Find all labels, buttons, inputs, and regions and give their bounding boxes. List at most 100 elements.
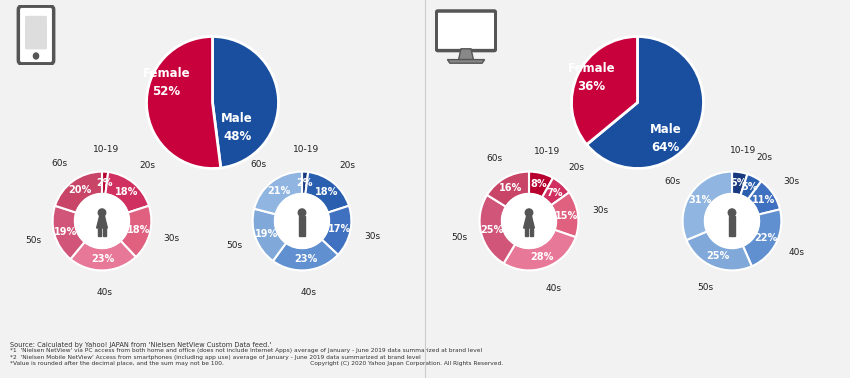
Text: 50s: 50s (697, 283, 713, 292)
Text: 28%: 28% (530, 252, 553, 262)
Text: 30s: 30s (592, 206, 608, 215)
Wedge shape (102, 172, 108, 194)
Polygon shape (299, 226, 302, 236)
Polygon shape (530, 228, 533, 236)
Text: 18%: 18% (115, 187, 138, 197)
Text: 23%: 23% (92, 254, 115, 264)
Circle shape (33, 53, 38, 59)
Polygon shape (729, 217, 735, 226)
Wedge shape (302, 172, 309, 194)
Text: 10-19: 10-19 (94, 145, 120, 154)
Polygon shape (524, 217, 535, 228)
Wedge shape (551, 192, 578, 237)
Wedge shape (743, 209, 781, 266)
Circle shape (705, 194, 759, 248)
Text: 15%: 15% (555, 211, 578, 221)
Wedge shape (487, 172, 529, 207)
Wedge shape (53, 206, 85, 259)
Wedge shape (322, 206, 351, 255)
Text: 20s: 20s (139, 161, 156, 170)
Text: 2%: 2% (296, 178, 313, 188)
Text: 40s: 40s (788, 248, 804, 257)
Text: 23%: 23% (294, 254, 317, 264)
Text: 50s: 50s (26, 237, 42, 245)
Wedge shape (740, 174, 762, 199)
Text: 30s: 30s (364, 232, 380, 241)
Text: Male
48%: Male 48% (221, 112, 253, 143)
Text: 31%: 31% (688, 195, 712, 205)
Circle shape (99, 209, 105, 217)
Wedge shape (503, 230, 575, 270)
Text: Female
52%: Female 52% (143, 67, 190, 98)
Text: 5%: 5% (730, 178, 746, 188)
Text: *2  'Nielsen Mobile NetView' Access from smartphones (including app use) average: *2 'Nielsen Mobile NetView' Access from … (10, 355, 421, 359)
Text: 40s: 40s (301, 288, 317, 297)
Wedge shape (748, 181, 780, 215)
Text: 50s: 50s (451, 233, 468, 242)
Text: 60s: 60s (486, 154, 502, 163)
Text: Female
36%: Female 36% (568, 62, 615, 93)
Polygon shape (299, 217, 305, 226)
Circle shape (75, 194, 129, 248)
Text: 60s: 60s (665, 177, 680, 186)
Text: 20%: 20% (68, 185, 91, 195)
Wedge shape (212, 37, 279, 168)
Polygon shape (303, 226, 305, 236)
Text: 10-19: 10-19 (730, 146, 756, 155)
Wedge shape (571, 37, 638, 144)
Text: 20s: 20s (340, 161, 355, 170)
Wedge shape (273, 240, 338, 270)
Text: 20s: 20s (569, 163, 585, 172)
Text: Source: Calculated by Yahoo! JAPAN from 'Nielsen NetView Custom Data feed.': Source: Calculated by Yahoo! JAPAN from … (10, 342, 271, 348)
Polygon shape (733, 226, 735, 236)
Wedge shape (586, 37, 704, 169)
Wedge shape (71, 241, 136, 270)
Text: 10-19: 10-19 (293, 145, 320, 154)
Circle shape (525, 209, 533, 217)
Polygon shape (526, 217, 531, 221)
Text: 60s: 60s (52, 158, 68, 167)
Text: 30s: 30s (784, 177, 800, 186)
Polygon shape (458, 49, 473, 60)
FancyBboxPatch shape (436, 11, 496, 51)
Polygon shape (729, 226, 732, 236)
Text: 40s: 40s (96, 288, 112, 297)
Wedge shape (479, 195, 515, 263)
Wedge shape (146, 37, 221, 169)
Wedge shape (121, 206, 151, 257)
Text: 8%: 8% (530, 179, 547, 189)
Wedge shape (529, 172, 553, 197)
Wedge shape (542, 178, 570, 205)
Text: 5%: 5% (741, 182, 757, 192)
Text: 60s: 60s (250, 160, 266, 169)
Text: 19%: 19% (255, 229, 278, 239)
Wedge shape (254, 172, 302, 214)
Text: 18%: 18% (314, 187, 338, 197)
Text: 25%: 25% (480, 225, 504, 235)
Text: 18%: 18% (128, 225, 150, 235)
FancyBboxPatch shape (26, 16, 47, 50)
Text: 2%: 2% (96, 178, 113, 188)
Wedge shape (55, 172, 102, 212)
Wedge shape (305, 172, 349, 212)
Text: 30s: 30s (163, 234, 179, 243)
Circle shape (298, 209, 306, 217)
Circle shape (275, 194, 329, 248)
Text: 17%: 17% (327, 224, 351, 234)
Text: *Value is rounded after the decimal place, and the sum may not be 100.          : *Value is rounded after the decimal plac… (10, 361, 503, 366)
Polygon shape (97, 217, 107, 228)
Wedge shape (687, 231, 751, 270)
Text: 50s: 50s (227, 241, 242, 250)
Text: 7%: 7% (546, 187, 563, 198)
Text: Male
64%: Male 64% (649, 123, 682, 154)
Text: 16%: 16% (499, 183, 522, 193)
Polygon shape (99, 217, 105, 221)
Wedge shape (732, 172, 747, 195)
Text: 25%: 25% (706, 251, 729, 261)
Text: 20s: 20s (756, 153, 773, 162)
Circle shape (728, 209, 736, 217)
Text: *1  'Nielsen NetView' via PC access from both home and office (does not include : *1 'Nielsen NetView' via PC access from … (10, 348, 482, 353)
Wedge shape (252, 209, 286, 261)
Text: 11%: 11% (752, 195, 775, 205)
Wedge shape (683, 172, 732, 240)
